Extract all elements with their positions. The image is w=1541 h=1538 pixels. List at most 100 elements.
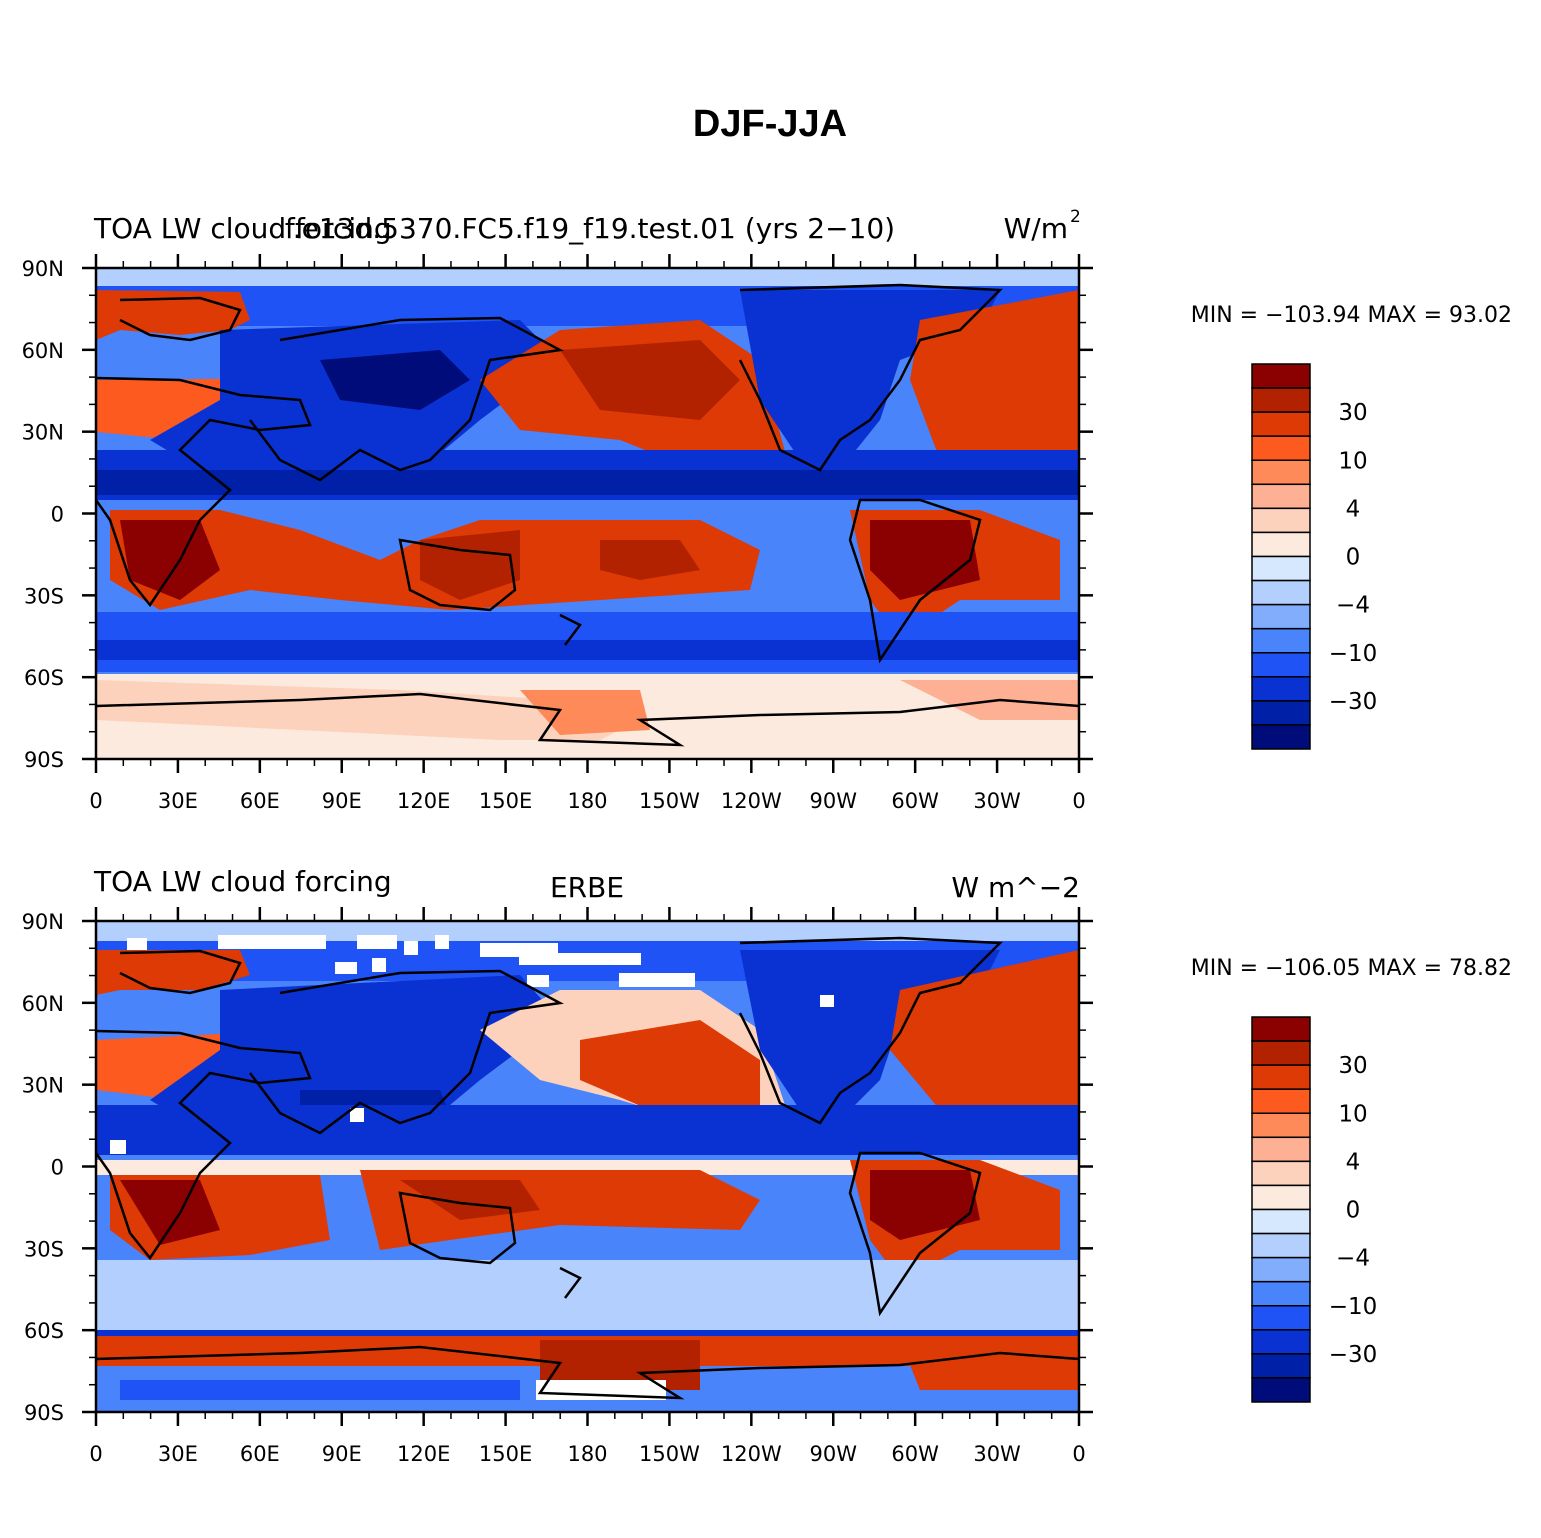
- lat-label: 0: [51, 503, 64, 527]
- coastlines-model: [94, 283, 1080, 747]
- missing-data-patches: [110, 935, 834, 1400]
- colorbar-box: [1251, 1064, 1311, 1090]
- lat-label: 0: [51, 1156, 64, 1180]
- panel-1-right-title-sup: 2: [1070, 207, 1081, 227]
- lon-label: 90W: [810, 1442, 858, 1466]
- colorbar-box: [1251, 507, 1311, 534]
- panel-2-left-title: TOA LW cloud forcing: [93, 865, 392, 898]
- lon-label: 60W: [891, 789, 939, 813]
- colorbar-box: [1251, 363, 1311, 389]
- colorbar-box: [1251, 700, 1311, 726]
- lon-label: 120E: [397, 1442, 450, 1466]
- colorbar-box: [1251, 1136, 1311, 1163]
- lon-label: 90E: [322, 1442, 362, 1466]
- colorbar-box: [1251, 724, 1311, 750]
- panel-2-stats: MIN = −106.05 MAX = 78.82: [1191, 956, 1512, 981]
- colorbar-box: [1251, 579, 1311, 606]
- colorbar-label: 10: [1338, 1101, 1367, 1127]
- lon-label: 0: [1072, 789, 1085, 813]
- lon-label: 120W: [721, 1442, 782, 1466]
- colorbar-label: −30: [1329, 689, 1378, 715]
- colorbar-box: [1251, 1040, 1311, 1066]
- lat-label: 90N: [22, 910, 64, 934]
- panel-1-left-title: TOA LW cloud forcing: [93, 212, 392, 245]
- lat-label: 60N: [22, 992, 64, 1016]
- colorbar-box: [1251, 1184, 1311, 1211]
- colorbar-label: 0: [1346, 545, 1361, 571]
- colorbar-label: −10: [1329, 641, 1378, 667]
- coastlines-erbe: [94, 936, 1080, 1400]
- colorbar-box: [1251, 1208, 1311, 1235]
- colorbar-box: [1251, 1280, 1311, 1307]
- colorbar-box: [1251, 1112, 1311, 1139]
- panel-2-center-title: ERBE: [550, 871, 624, 904]
- panel-1-right-title: W/m: [1004, 212, 1068, 245]
- colorbar-box: [1251, 387, 1311, 413]
- panel-2-colorbar: 30 10 4 0 −4 −10 −30: [1251, 1016, 1377, 1403]
- lon-label: 90E: [322, 789, 362, 813]
- panel-1-axes: 90N 60N 30N 0 30S 60S 90S 0 30E 60E 90E 120E 150E 180…: [22, 254, 1093, 813]
- lat-label: 90S: [24, 748, 64, 772]
- lon-label: 30E: [158, 789, 198, 813]
- lat-label: 90S: [24, 1401, 64, 1425]
- colorbar-label: 30: [1338, 1053, 1367, 1079]
- lon-label: 30W: [973, 1442, 1021, 1466]
- colorbar-box: [1251, 652, 1311, 678]
- lat-label: 60S: [24, 666, 64, 690]
- colorbar-label: 30: [1338, 400, 1367, 426]
- lat-label: 30S: [24, 1237, 64, 1261]
- colorbar-box: [1251, 676, 1311, 702]
- colorbar-box: [1251, 627, 1311, 654]
- panel-1-stats: MIN = −103.94 MAX = 93.02: [1191, 303, 1512, 328]
- map-field-erbe: [96, 921, 1079, 1412]
- lon-label: 150W: [639, 789, 700, 813]
- lon-label: 150W: [639, 1442, 700, 1466]
- panel-erbe: TOA LW cloud forcing ERBE W m^−2 MIN = −…: [22, 865, 1512, 1466]
- colorbar-box: [1251, 1088, 1311, 1114]
- map-field-model: [96, 268, 1079, 759]
- lat-label: 30N: [22, 1074, 64, 1098]
- lat-label: 30N: [22, 421, 64, 445]
- panel-2-right-title: W m^−2: [951, 871, 1080, 904]
- colorbar-box: [1251, 1232, 1311, 1259]
- colorbar-box: [1251, 603, 1311, 630]
- colorbar-box: [1251, 555, 1311, 582]
- panel-model: TOA LW cloud forcing f.e13d.5370.FC5.f19…: [22, 207, 1512, 813]
- colorbar-box: [1251, 1329, 1311, 1355]
- colorbar-box: [1251, 1256, 1311, 1283]
- lon-label: 0: [1072, 1442, 1085, 1466]
- colorbar-box: [1251, 411, 1311, 437]
- colorbar-label: −4: [1336, 1246, 1370, 1272]
- lat-label: 90N: [22, 257, 64, 281]
- lon-label: 30W: [973, 789, 1021, 813]
- panel-1-colorbar: 30 10 4 0 −4 −10 −30: [1251, 363, 1378, 750]
- colorbar-box: [1251, 1377, 1311, 1403]
- lon-label: 0: [89, 1442, 102, 1466]
- lon-label: 180: [567, 1442, 607, 1466]
- colorbar-box: [1251, 1353, 1311, 1379]
- colorbar-box: [1251, 483, 1311, 510]
- colorbar-label: −4: [1336, 593, 1370, 619]
- panel-2-axes: 90N 60N 30N 0 30S 60S 90S 0 30E 60E 90E 120E 150E 180…: [22, 907, 1093, 1466]
- lon-label: 180: [567, 789, 607, 813]
- lon-label: 120E: [397, 789, 450, 813]
- colorbar-label: 0: [1346, 1198, 1361, 1224]
- colorbar-label: 4: [1346, 1149, 1361, 1175]
- lon-label: 60E: [240, 1442, 280, 1466]
- colorbar-label: 4: [1346, 496, 1361, 522]
- panel-1-center-title: f.e13d.5370.FC5.f19_f19.test.01 (yrs 2−1…: [285, 212, 895, 245]
- figure-title: DJF-JJA: [693, 103, 847, 145]
- lon-label: 0: [89, 789, 102, 813]
- colorbar-box: [1251, 435, 1311, 461]
- lat-label: 30S: [24, 584, 64, 608]
- lon-label: 150E: [479, 1442, 532, 1466]
- lon-label: 90W: [810, 789, 858, 813]
- lon-label: 150E: [479, 789, 532, 813]
- lat-label: 60N: [22, 339, 64, 363]
- lon-label: 60E: [240, 789, 280, 813]
- colorbar-box: [1251, 1305, 1311, 1331]
- lon-label: 30E: [158, 1442, 198, 1466]
- colorbar-box: [1251, 1160, 1311, 1187]
- lon-label: 60W: [891, 1442, 939, 1466]
